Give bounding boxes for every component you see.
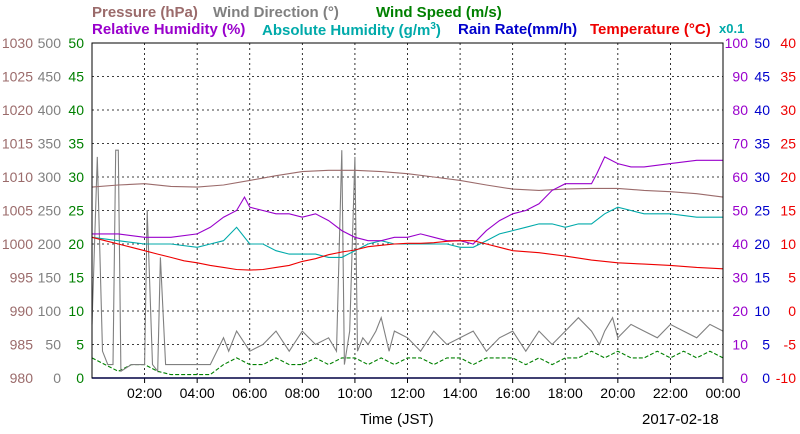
- series-absolute-humidity-g-m3-x0-1: [91, 206, 723, 258]
- x-tick-label: 20:00: [600, 385, 635, 401]
- y-tick-label-pressure: 995: [10, 270, 34, 286]
- y-tick-label-wind-dir: 400: [38, 102, 62, 118]
- legend-absolute-humidity: Absolute Humidity (g/m3): [262, 21, 441, 39]
- y-tick-label-temp: 15: [780, 203, 796, 219]
- y-tick-label-rain: 40: [754, 102, 770, 118]
- y-tick-label-pressure: 1005: [2, 203, 33, 219]
- y-tick-label-wind-dir: 0: [53, 370, 61, 386]
- y-tick-label-wind-spd: 50: [68, 35, 84, 51]
- y-tick-label-temp: 20: [780, 169, 796, 185]
- y-tick-label-rain: 0: [762, 370, 770, 386]
- y-tick-label-pressure: 1025: [2, 69, 33, 85]
- y-tick-label-wind-dir: 200: [38, 236, 62, 252]
- y-tick-label-rain: 15: [754, 270, 770, 286]
- y-tick-label-wind-dir: 50: [45, 337, 61, 353]
- y-tick-label-wind-spd: 35: [68, 136, 84, 152]
- series-relative-humidity: [92, 156, 723, 245]
- x-tick-label: 10:00: [337, 385, 372, 401]
- x-tick-label: 14:00: [443, 385, 478, 401]
- y-tick-label-wind-spd: 20: [68, 236, 84, 252]
- legend-temperature: Temperature (°C): [590, 21, 711, 38]
- y-tick-label-pressure: 1030: [2, 35, 33, 51]
- y-tick-label-pressure: 980: [10, 370, 34, 386]
- y-tick-label-rain: 25: [754, 203, 770, 219]
- y-tick-label-pressure: 1000: [2, 236, 33, 252]
- x-tick-label: 22:00: [653, 385, 688, 401]
- y-tick-label-temp: 35: [780, 69, 796, 85]
- y-tick-label-temp: 5: [788, 270, 796, 286]
- y-tick-label-pressure: 990: [10, 303, 34, 319]
- legend-pressure: Pressure (hPa): [92, 4, 198, 21]
- y-tick-label-rain: 35: [754, 136, 770, 152]
- y-tick-label-wind-spd: 15: [68, 270, 84, 286]
- legend-rain-rate: Rain Rate(mm/h): [458, 21, 578, 38]
- y-tick-label-wind-spd: 10: [68, 303, 84, 319]
- x-tick-label: 16:00: [495, 385, 530, 401]
- y-tick-label-wind-dir: 300: [38, 169, 62, 185]
- y-tick-label-rain: 5: [762, 337, 770, 353]
- y-tick-label-humidity: 20: [732, 303, 748, 319]
- y-tick-label-humidity: 10: [732, 337, 748, 353]
- legend-wind-speed: Wind Speed (m/s): [376, 4, 502, 21]
- x-axis-label: Time (JST): [360, 411, 434, 428]
- y-tick-label-rain: 45: [754, 69, 770, 85]
- y-tick-label-wind-dir: 450: [38, 69, 62, 85]
- y-tick-label-wind-dir: 250: [38, 203, 62, 219]
- y-tick-label-rain: 20: [754, 236, 770, 252]
- y-tick-label-temp: 10: [780, 236, 796, 252]
- chart-date: 2017-02-18: [642, 411, 719, 428]
- y-tick-label-humidity: 50: [732, 203, 748, 219]
- legend-wind-direction: Wind Direction (°): [213, 4, 339, 21]
- y-tick-label-wind-spd: 45: [68, 69, 84, 85]
- y-tick-label-wind-spd: 5: [76, 337, 84, 353]
- x-tick-label: 02:00: [127, 385, 162, 401]
- y-tick-label-rain: 50: [754, 35, 770, 51]
- x-tick-label: 12:00: [390, 385, 425, 401]
- y-tick-label-temp: 0: [788, 303, 796, 319]
- y-tick-label-humidity: 80: [732, 102, 748, 118]
- x-tick-label: 00:00: [705, 385, 740, 401]
- y-tick-label-humidity: 60: [732, 169, 748, 185]
- y-tick-label-humidity: 100: [725, 35, 749, 51]
- y-tick-label-humidity: 70: [732, 136, 748, 152]
- y-tick-label-humidity: 90: [732, 69, 748, 85]
- x-tick-label: 08:00: [285, 385, 320, 401]
- y-tick-label-temp: -10: [776, 370, 796, 386]
- legend-multiplier: x0.1: [719, 21, 745, 36]
- series-wind-speed-m-s: [91, 350, 724, 376]
- y-tick-label-pressure: 1015: [2, 136, 33, 152]
- y-tick-label-temp: 40: [780, 35, 796, 51]
- y-tick-label-temp: 30: [780, 102, 796, 118]
- y-tick-label-humidity: 40: [732, 236, 748, 252]
- y-tick-label-temp: 25: [780, 136, 796, 152]
- y-tick-label-rain: 10: [754, 303, 770, 319]
- series-temperature-c: [91, 236, 724, 271]
- x-tick-label: 06:00: [232, 385, 267, 401]
- y-tick-label-humidity: 30: [732, 270, 748, 286]
- y-tick-label-temp: -5: [784, 337, 797, 353]
- y-tick-label-wind-dir: 350: [38, 136, 62, 152]
- y-tick-label-wind-spd: 0: [76, 370, 84, 386]
- plot-frame: [91, 42, 724, 379]
- y-tick-label-humidity: 0: [740, 370, 748, 386]
- series-wind-direction: [91, 149, 724, 373]
- y-tick-label-pressure: 1010: [2, 169, 33, 185]
- legend-relative-humidity: Relative Humidity (%): [92, 21, 246, 38]
- x-tick-label: 18:00: [548, 385, 583, 401]
- y-tick-label-wind-spd: 30: [68, 169, 84, 185]
- y-tick-label-pressure: 1020: [2, 102, 33, 118]
- y-tick-label-wind-dir: 500: [38, 35, 62, 51]
- y-tick-label-wind-spd: 40: [68, 102, 84, 118]
- x-tick-label: 04:00: [180, 385, 215, 401]
- y-tick-label-rain: 30: [754, 169, 770, 185]
- y-tick-label-pressure: 985: [10, 337, 34, 353]
- series-pressure-hpa: [91, 169, 724, 198]
- y-tick-label-wind-dir: 150: [38, 270, 62, 286]
- y-tick-label-wind-spd: 25: [68, 203, 84, 219]
- y-tick-label-wind-dir: 100: [38, 303, 62, 319]
